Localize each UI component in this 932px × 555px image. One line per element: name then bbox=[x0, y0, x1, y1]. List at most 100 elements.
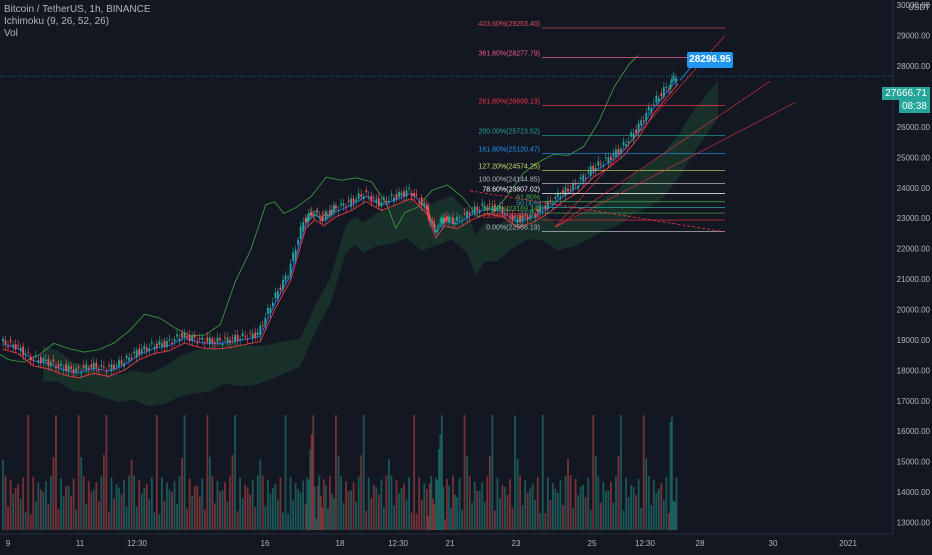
volume-bar bbox=[652, 480, 655, 530]
volume-bar bbox=[370, 497, 373, 530]
volume-bar bbox=[627, 497, 630, 530]
volume-bar bbox=[287, 513, 289, 530]
volume-bar bbox=[372, 484, 375, 530]
volume-bar bbox=[650, 504, 653, 530]
volume-bar bbox=[318, 475, 321, 530]
candle-body bbox=[357, 193, 360, 200]
volume-bar bbox=[448, 485, 450, 530]
volume-bar bbox=[87, 481, 90, 530]
volume-bar bbox=[249, 494, 252, 530]
candle-body bbox=[299, 226, 302, 239]
volume-bar bbox=[491, 415, 494, 530]
volume-bar bbox=[511, 507, 514, 530]
volume-bar bbox=[216, 481, 219, 530]
volume-bar bbox=[582, 484, 585, 530]
candle-body bbox=[511, 214, 514, 221]
volume-bar bbox=[506, 494, 509, 530]
volume-bar bbox=[34, 501, 37, 530]
volume-bar bbox=[292, 500, 294, 530]
candle-body bbox=[261, 325, 264, 327]
candle-body bbox=[463, 213, 466, 215]
volume-bar bbox=[350, 490, 352, 530]
volume-bar bbox=[307, 480, 310, 530]
candle-body bbox=[481, 203, 484, 206]
candle-body bbox=[173, 339, 176, 342]
fib-level-label: 23.60%(22938.75) bbox=[482, 213, 540, 220]
candle-body bbox=[7, 346, 9, 348]
candle-body bbox=[2, 338, 4, 342]
volume-bar bbox=[420, 500, 423, 530]
volume-bar bbox=[592, 415, 595, 530]
candle-body bbox=[627, 141, 630, 143]
candle-body bbox=[549, 200, 552, 202]
volume-bar bbox=[342, 503, 345, 530]
candle-body bbox=[176, 334, 178, 337]
y-tick-label: 25000.00 bbox=[897, 153, 931, 162]
candle-body bbox=[140, 349, 143, 354]
candle-body bbox=[592, 165, 595, 171]
volume-bar bbox=[2, 460, 4, 530]
candle-body bbox=[441, 217, 443, 224]
volume-bar bbox=[647, 475, 650, 530]
volume-bar bbox=[388, 459, 390, 530]
dashed-trend-line bbox=[469, 190, 726, 233]
volume-legend: Vol bbox=[4, 28, 18, 39]
candle-body bbox=[161, 343, 163, 347]
candle-body bbox=[306, 217, 309, 222]
volume-bar bbox=[541, 415, 544, 530]
volume-bar bbox=[431, 498, 434, 530]
volume-bar bbox=[289, 476, 292, 530]
y-tick-label: 20000.00 bbox=[897, 305, 931, 314]
volume-bar bbox=[436, 480, 439, 530]
candle-body bbox=[148, 348, 151, 352]
candle-body bbox=[461, 220, 463, 222]
volume-bar bbox=[168, 489, 171, 530]
candle-body bbox=[226, 337, 229, 343]
volume-bar bbox=[105, 415, 108, 530]
volume-bar bbox=[102, 454, 105, 530]
volume-bar bbox=[456, 497, 458, 530]
candle-body bbox=[375, 199, 378, 203]
candle-body bbox=[203, 342, 206, 344]
price-callout[interactable]: 28296.95 bbox=[687, 52, 733, 68]
candle-body bbox=[602, 164, 605, 167]
candle-body bbox=[625, 144, 627, 147]
volume-bar bbox=[587, 478, 590, 530]
y-tick-label: 16000.00 bbox=[897, 427, 931, 436]
volume-bar bbox=[640, 507, 643, 530]
volume-bar bbox=[526, 493, 529, 530]
volume-bar bbox=[97, 501, 100, 530]
candle-body bbox=[304, 218, 307, 223]
candle-body bbox=[313, 214, 316, 216]
candle-body bbox=[413, 192, 416, 197]
candle-body bbox=[652, 103, 655, 105]
volume-bar bbox=[302, 480, 305, 530]
candle-body bbox=[60, 363, 62, 366]
candle-body bbox=[395, 194, 398, 200]
volume-bar bbox=[559, 480, 562, 530]
volume-bar bbox=[29, 514, 32, 530]
volume-bar bbox=[277, 499, 279, 530]
candle-body bbox=[102, 366, 105, 368]
x-tick-label: 16 bbox=[261, 539, 270, 548]
volume-bar bbox=[282, 512, 284, 530]
volume-bar bbox=[12, 493, 14, 530]
candle-body bbox=[352, 198, 355, 203]
candle-body bbox=[65, 364, 67, 371]
volume-bar bbox=[312, 415, 315, 530]
volume-bar bbox=[461, 510, 463, 530]
candle-body bbox=[37, 360, 40, 363]
volume-bar bbox=[133, 475, 136, 530]
candle-body bbox=[171, 342, 173, 344]
volume-bar bbox=[213, 503, 216, 530]
volume-bar bbox=[331, 493, 333, 530]
volume-bar bbox=[425, 488, 428, 530]
candle-body bbox=[597, 161, 600, 166]
candle-body bbox=[302, 222, 305, 232]
volume-bar bbox=[173, 480, 176, 530]
volume-bar bbox=[37, 482, 40, 530]
volume-bar bbox=[454, 494, 456, 530]
volume-bar bbox=[44, 480, 47, 530]
